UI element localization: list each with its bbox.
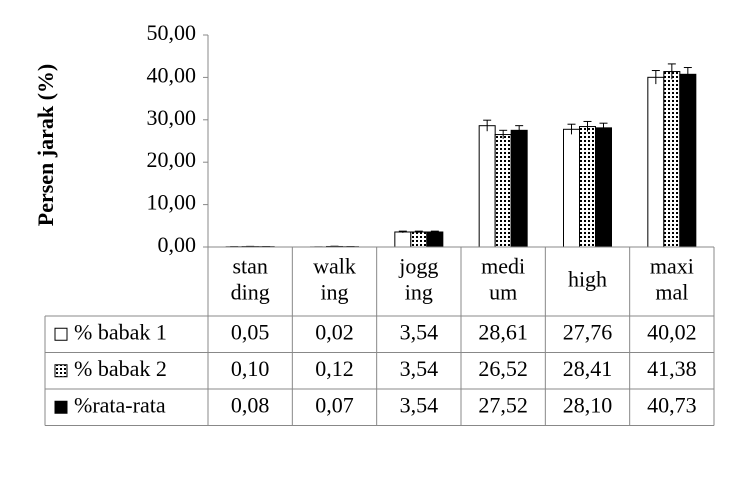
legend-swatch [54, 364, 68, 378]
table-value: 26,52 [478, 356, 528, 381]
bar [478, 125, 496, 248]
table-value: 28,10 [563, 392, 613, 417]
table-value: 3,54 [400, 319, 439, 344]
x-tick-label: medi um [481, 254, 525, 305]
bar [394, 231, 412, 248]
bar [579, 126, 596, 248]
bar [563, 128, 580, 248]
y-tick-label: 30,00 [147, 105, 197, 130]
bar [595, 127, 612, 248]
bar [410, 231, 428, 248]
x-tick-label: high [568, 267, 607, 292]
bar [679, 73, 697, 248]
y-axis-title: Persen jarak (%) [33, 64, 58, 227]
y-tick-label: 20,00 [147, 147, 197, 172]
table-value: 0,08 [231, 392, 270, 417]
error-bar [683, 67, 692, 82]
x-tick-label: jogg ing [398, 254, 438, 305]
legend-label: % babak 2 [74, 356, 167, 381]
legend-swatch [54, 400, 68, 414]
bar [426, 231, 444, 248]
legend-label: %rata-rata [74, 392, 166, 417]
bar [647, 76, 665, 248]
y-tick-label: 50,00 [147, 20, 197, 45]
error-bar [483, 119, 492, 132]
x-tick-label: stan ding [231, 254, 270, 305]
table-value: 0,02 [315, 319, 354, 344]
table-value: 28,61 [478, 319, 528, 344]
table-value: 28,41 [563, 356, 613, 381]
error-bar [499, 129, 508, 139]
legend-label: % babak 1 [74, 319, 167, 344]
bar [510, 129, 528, 248]
y-tick-label: 40,00 [147, 62, 197, 87]
error-bar [583, 120, 592, 132]
error-bar [567, 123, 576, 135]
error-bar [515, 125, 524, 135]
table-value: 27,52 [478, 392, 528, 417]
y-tick-label: 0,00 [158, 232, 197, 257]
error-bar [398, 230, 407, 233]
table-value: 27,76 [563, 319, 613, 344]
table-value: 3,54 [400, 356, 439, 381]
x-tick-label: maxi mal [650, 254, 694, 305]
error-bar [430, 230, 439, 233]
bar [494, 134, 512, 248]
error-bar [414, 230, 423, 233]
legend-swatch [54, 327, 68, 341]
y-tick-label: 10,00 [147, 190, 197, 215]
table-value: 41,38 [647, 356, 697, 381]
table-value: 0,10 [231, 356, 270, 381]
table-value: 0,07 [315, 392, 354, 417]
bar [663, 71, 681, 248]
error-bar [651, 70, 660, 85]
x-tick-label: walk ing [313, 254, 356, 305]
table-value: 0,12 [315, 356, 354, 381]
table-value: 40,02 [647, 319, 697, 344]
error-bar [667, 63, 676, 80]
table-value: 3,54 [400, 392, 439, 417]
table-value: 0,05 [231, 319, 270, 344]
error-bar [599, 122, 608, 133]
table-value: 40,73 [647, 392, 697, 417]
